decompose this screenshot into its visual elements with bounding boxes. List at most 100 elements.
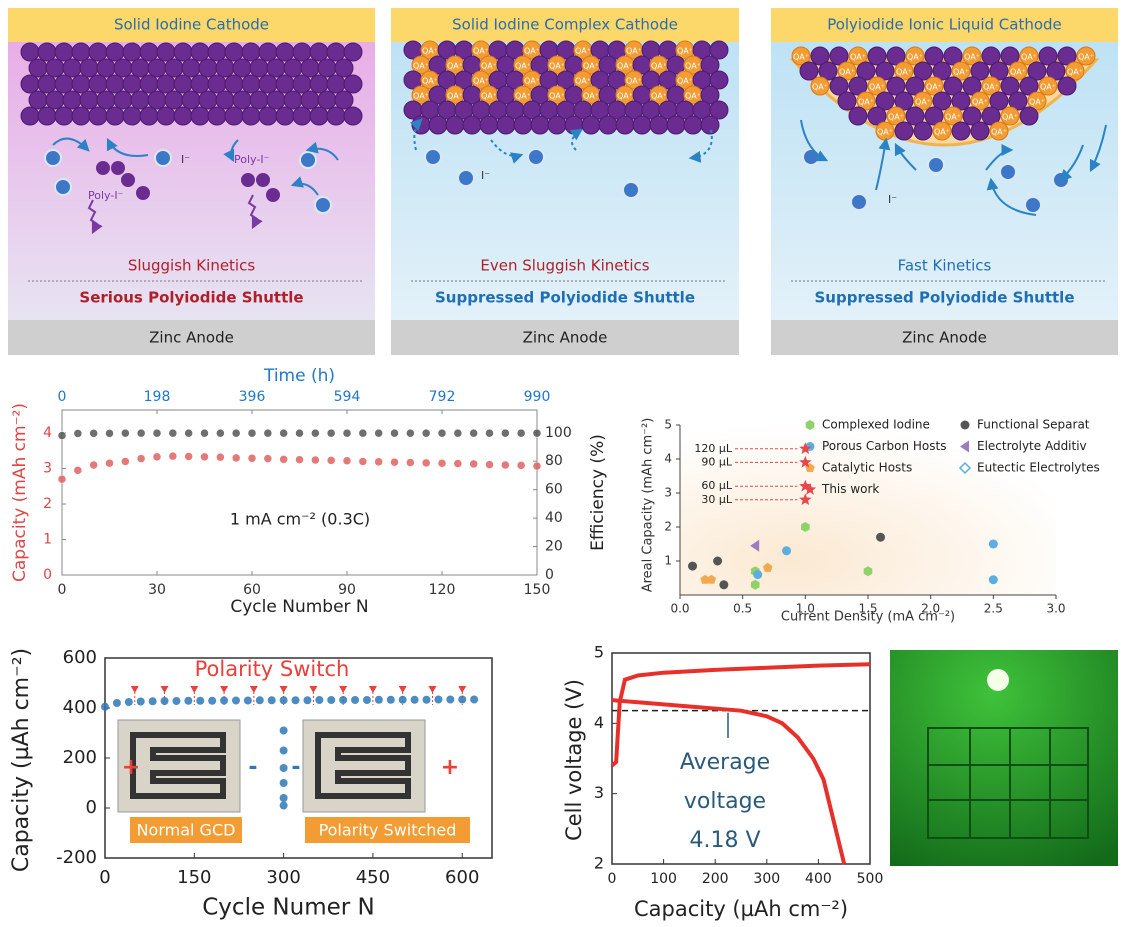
iodine-sphere <box>37 106 57 126</box>
x-tick-label: 600 <box>445 867 479 888</box>
x-tick-label: 100 <box>650 871 677 887</box>
data-point <box>152 428 162 438</box>
y-tick-label: 1 <box>664 554 672 568</box>
data-point <box>295 428 304 438</box>
iodine-sphere <box>309 74 329 94</box>
iodine-sphere <box>275 42 295 62</box>
diffusion-arrow <box>290 176 319 196</box>
data-point <box>263 428 273 438</box>
x-tick-label: 200 <box>702 871 729 887</box>
y-axis-title: Cell voltage (V) <box>562 679 586 841</box>
diffusion-arrow <box>688 129 713 163</box>
data-point <box>124 698 133 706</box>
iodine-sphere <box>88 74 108 94</box>
complex-sphere <box>905 46 925 66</box>
iodine-sphere <box>479 115 499 135</box>
iodine-sphere <box>45 90 65 110</box>
data-point <box>469 428 478 438</box>
iodide-ion <box>314 196 332 214</box>
shuttle-arrow <box>247 194 263 230</box>
iodide-ion <box>622 181 640 199</box>
iodine-sphere <box>105 42 125 62</box>
complex-label: QA⁺ <box>1002 113 1018 122</box>
iodide-ion <box>44 149 62 167</box>
complex-label: QA⁺ <box>945 113 961 122</box>
iodine-sphere <box>970 121 990 141</box>
data-point <box>208 696 217 705</box>
diffusion-arrow <box>986 177 1037 216</box>
iodine-sphere <box>190 106 210 126</box>
complex-sphere <box>856 91 876 111</box>
x2-axis-title: Time (h) <box>263 366 335 386</box>
data-point <box>200 452 209 462</box>
y-tick-label: 4 <box>594 713 604 732</box>
data-point <box>184 428 193 438</box>
data-point <box>89 429 98 438</box>
iodine-sphere <box>905 106 925 126</box>
polyiodide <box>96 161 110 175</box>
iodine-sphere <box>547 115 567 135</box>
complex-label: QA⁺ <box>953 68 969 77</box>
complex-sphere <box>981 76 1001 96</box>
data-point <box>291 696 300 705</box>
iodine-sphere <box>829 76 849 96</box>
iodine-sphere <box>292 106 312 126</box>
data-point <box>398 695 407 704</box>
iodine-sphere <box>164 58 184 78</box>
data-point <box>315 696 324 704</box>
data-point <box>105 429 114 438</box>
legend-marker <box>805 420 815 430</box>
plot-frame <box>61 409 538 576</box>
complex-label: QA⁺ <box>964 53 980 62</box>
complex-sphere <box>913 91 933 111</box>
data-point <box>762 562 773 572</box>
iodine-sphere <box>334 58 354 78</box>
iodine-sphere <box>198 58 218 78</box>
y-tick-label: 600 <box>63 647 97 668</box>
legend-label: Electrolyte Additiv <box>977 439 1087 453</box>
iodine-sphere <box>875 61 895 81</box>
data-point <box>453 428 463 438</box>
complex-label: QA⁺ <box>896 68 912 77</box>
iodine-sphere <box>241 42 261 62</box>
data-point <box>279 746 288 755</box>
iodide-ion <box>927 156 945 174</box>
data-point <box>374 695 383 704</box>
data-point <box>279 696 288 705</box>
iodine-sphere <box>258 106 278 126</box>
iodine-sphere <box>700 115 720 135</box>
polyiodide <box>256 173 270 187</box>
iodine-sphere <box>20 106 40 126</box>
iodine-sphere <box>139 42 159 62</box>
complex-label: QA⁺ <box>812 83 828 92</box>
iodine-sphere <box>1000 46 1020 66</box>
complex-sphere <box>791 46 811 66</box>
iodine-sphere <box>71 74 91 94</box>
x-tick-label: 60 <box>243 582 261 598</box>
data-point <box>485 428 494 438</box>
x2-tick-label: 990 <box>524 389 551 405</box>
iodine-sphere <box>164 90 184 110</box>
data-point <box>121 457 130 466</box>
panel-title: Solid Iodine Cathode <box>114 16 269 34</box>
iodine-sphere <box>317 58 337 78</box>
iodine-sphere <box>343 74 363 94</box>
iodine-sphere <box>943 46 963 66</box>
iodine-sphere <box>867 106 887 126</box>
data-point <box>168 451 178 461</box>
complex-label: QA⁺ <box>524 47 540 56</box>
data-point <box>470 695 479 704</box>
iodine-sphere <box>71 106 91 126</box>
data-point <box>863 566 873 577</box>
inset-label: Normal GCD <box>137 821 236 840</box>
complex-label: QA⁺ <box>515 62 531 71</box>
data-point <box>311 428 320 438</box>
complex-label: QA⁺ <box>972 98 988 107</box>
iodine-sphere <box>848 76 868 96</box>
polarity-sign: + <box>441 755 459 780</box>
annotation: voltage <box>684 789 766 814</box>
iodine-sphere <box>300 58 320 78</box>
complex-sphere <box>943 106 963 126</box>
iodine-sphere <box>886 46 906 66</box>
inset-label-bg <box>305 817 470 843</box>
